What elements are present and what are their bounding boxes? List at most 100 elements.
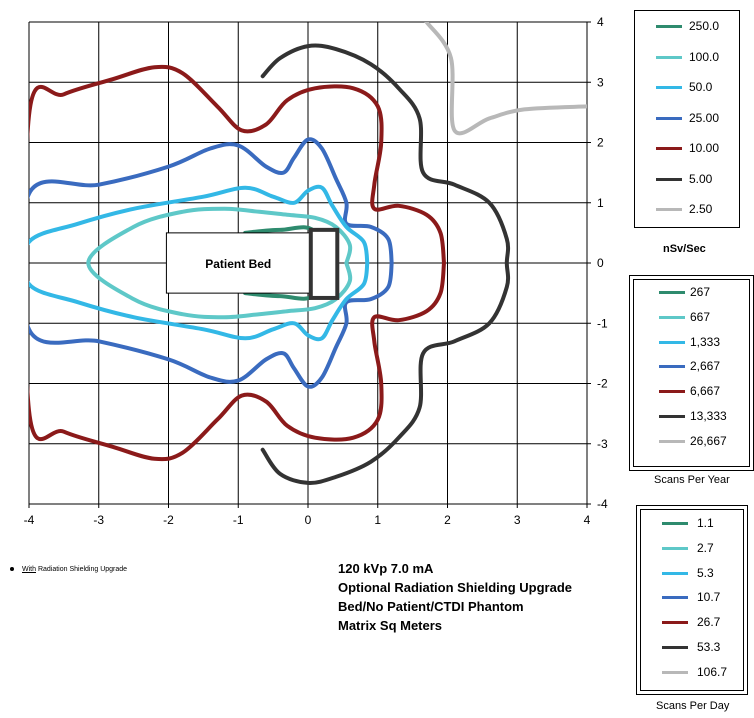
contour-5-00 (260, 43, 511, 485)
legend-swatch (662, 596, 688, 600)
patient-bed-label: Patient Bed (205, 257, 271, 271)
legend-nsv-title: nSv/Sec (663, 243, 706, 255)
x-tick-label: -2 (163, 513, 174, 527)
legend-label: 267 (690, 285, 711, 299)
legend-label: 1.1 (697, 516, 714, 530)
legend-label: 250.0 (689, 19, 720, 33)
legend-label: 50.0 (689, 80, 713, 94)
legend-label: 25.00 (689, 110, 720, 125)
legend-swatch (659, 439, 685, 443)
legend-entry: 26,667 (634, 434, 749, 448)
legend-label: 26,667 (690, 433, 727, 448)
info-line-4: Matrix Sq Meters (338, 618, 443, 633)
bullet-icon (10, 567, 14, 572)
info-line-2: Optional Radiation Shielding Upgrade (338, 580, 573, 595)
legend-label: 667 (690, 309, 711, 324)
legend-entry: 267 (634, 285, 749, 299)
contour-2-50 (424, 22, 587, 136)
y-tick-label: 1 (597, 196, 604, 210)
x-tick-label: -3 (93, 513, 104, 527)
x-tick-label: 4 (584, 513, 591, 527)
legend-label: 2.7 (697, 540, 714, 555)
contour-25-00 (29, 137, 394, 389)
y-tick-label: -2 (597, 377, 608, 391)
contour-plot: -4 -3 -2 -1 0 1 2 3 4 4 3 2 1 0 -1 -2 -3 -4 Patient Bed (24, 15, 608, 527)
legend-entry: 1.1 (641, 516, 743, 530)
legend-entry: 250.0 (635, 19, 739, 33)
contour-100-0 (86, 206, 353, 320)
legend-scans-per-day: 1.1 2.7 5.3 10.7 26.7 53.3 106.7 (636, 505, 748, 695)
legend-swatch (662, 571, 688, 575)
legend-swatch (656, 116, 682, 120)
legend-swatch (662, 670, 688, 674)
x-tick-label: 0 (305, 513, 312, 527)
legend-entry: 100.0 (635, 50, 739, 64)
x-tick-label: -4 (24, 513, 35, 527)
legend-label: 10.7 (697, 590, 721, 605)
legend-label: 100.0 (689, 49, 720, 64)
legend-entry: 53.3 (641, 640, 743, 654)
shielding-note: With Radiation Shielding Upgrade (10, 566, 127, 573)
y-tick-label: -4 (597, 497, 608, 511)
legend-entry: 6,667 (634, 384, 749, 398)
x-tick-label: -1 (233, 513, 244, 527)
info-block: 120 kVp 7.0 mA Optional Radiation Shield… (338, 559, 572, 635)
legend-swatch (656, 25, 682, 28)
legend-swatch (656, 177, 682, 181)
legend-entry: 2.50 (635, 202, 739, 216)
legend-label: 1,333 (690, 334, 721, 349)
legend-label: 5.00 (689, 171, 713, 186)
y-tick-label: 0 (597, 256, 604, 270)
legend-entry: 13,333 (634, 409, 749, 423)
legend-scans-per-day-title: Scans Per Day (656, 700, 730, 712)
info-line-1: 120 kVp 7.0 mA (338, 561, 434, 576)
legend-entry: 10.00 (635, 141, 739, 155)
legend-label: 13,333 (690, 409, 727, 423)
legend-swatch (659, 390, 685, 394)
legend-swatch (662, 621, 688, 625)
legend-swatch (656, 55, 682, 59)
legend-label: 26.7 (697, 615, 721, 630)
legend-swatch (662, 546, 688, 550)
y-tick-label: 2 (597, 136, 604, 150)
x-tick-label: 2 (444, 513, 451, 527)
legend-swatch (662, 646, 688, 649)
legend-swatch (659, 365, 685, 369)
y-tick-label: -3 (597, 437, 608, 451)
legend-scans-per-year-title: Scans Per Year (654, 474, 730, 486)
legend-entry: 50.0 (635, 80, 739, 94)
y-tick-label: -1 (597, 316, 608, 330)
legend-swatch (659, 340, 685, 344)
legend-entry: 2,667 (634, 359, 749, 373)
legend-swatch (659, 415, 685, 418)
legend-swatch (662, 522, 688, 525)
note-underlined: With (22, 566, 36, 573)
legend-label: 53.3 (697, 640, 721, 654)
legend-entry: 10.7 (641, 590, 743, 604)
legend-entry: 26.7 (641, 615, 743, 629)
legend-swatch (659, 315, 685, 319)
legend-entry: 5.00 (635, 172, 739, 186)
legend-scans-per-year: 267 667 1,333 2,667 6,667 13,333 26,667 (629, 275, 754, 471)
legend-nsv: 250.0 100.0 50.0 25.00 10.00 5.00 2.50 (634, 10, 740, 228)
legend-label: 2.50 (689, 202, 713, 216)
contour-50-0 (29, 184, 370, 342)
legend-entry: 1,333 (634, 335, 749, 349)
note-text: Radiation Shielding Upgrade (36, 566, 128, 573)
info-line-3: Bed/No Patient/CTDI Phantom (338, 599, 524, 614)
bed-end-block (308, 227, 340, 300)
legend-entry: 5.3 (641, 566, 743, 580)
legend-label: 6,667 (690, 384, 721, 399)
legend-label: 2,667 (690, 359, 721, 374)
y-tick-label: 4 (597, 15, 604, 29)
legend-label: 5.3 (697, 565, 714, 580)
legend-swatch (656, 86, 682, 89)
legend-swatch (659, 291, 685, 294)
y-tick-label: 3 (597, 75, 604, 89)
x-tick-label: 1 (374, 513, 381, 527)
legend-entry: 2.7 (641, 541, 743, 555)
legend-swatch (656, 208, 682, 211)
legend-label: 10.00 (689, 141, 720, 155)
contour-10-00 (29, 64, 446, 462)
patient-bed-box (165, 232, 312, 294)
